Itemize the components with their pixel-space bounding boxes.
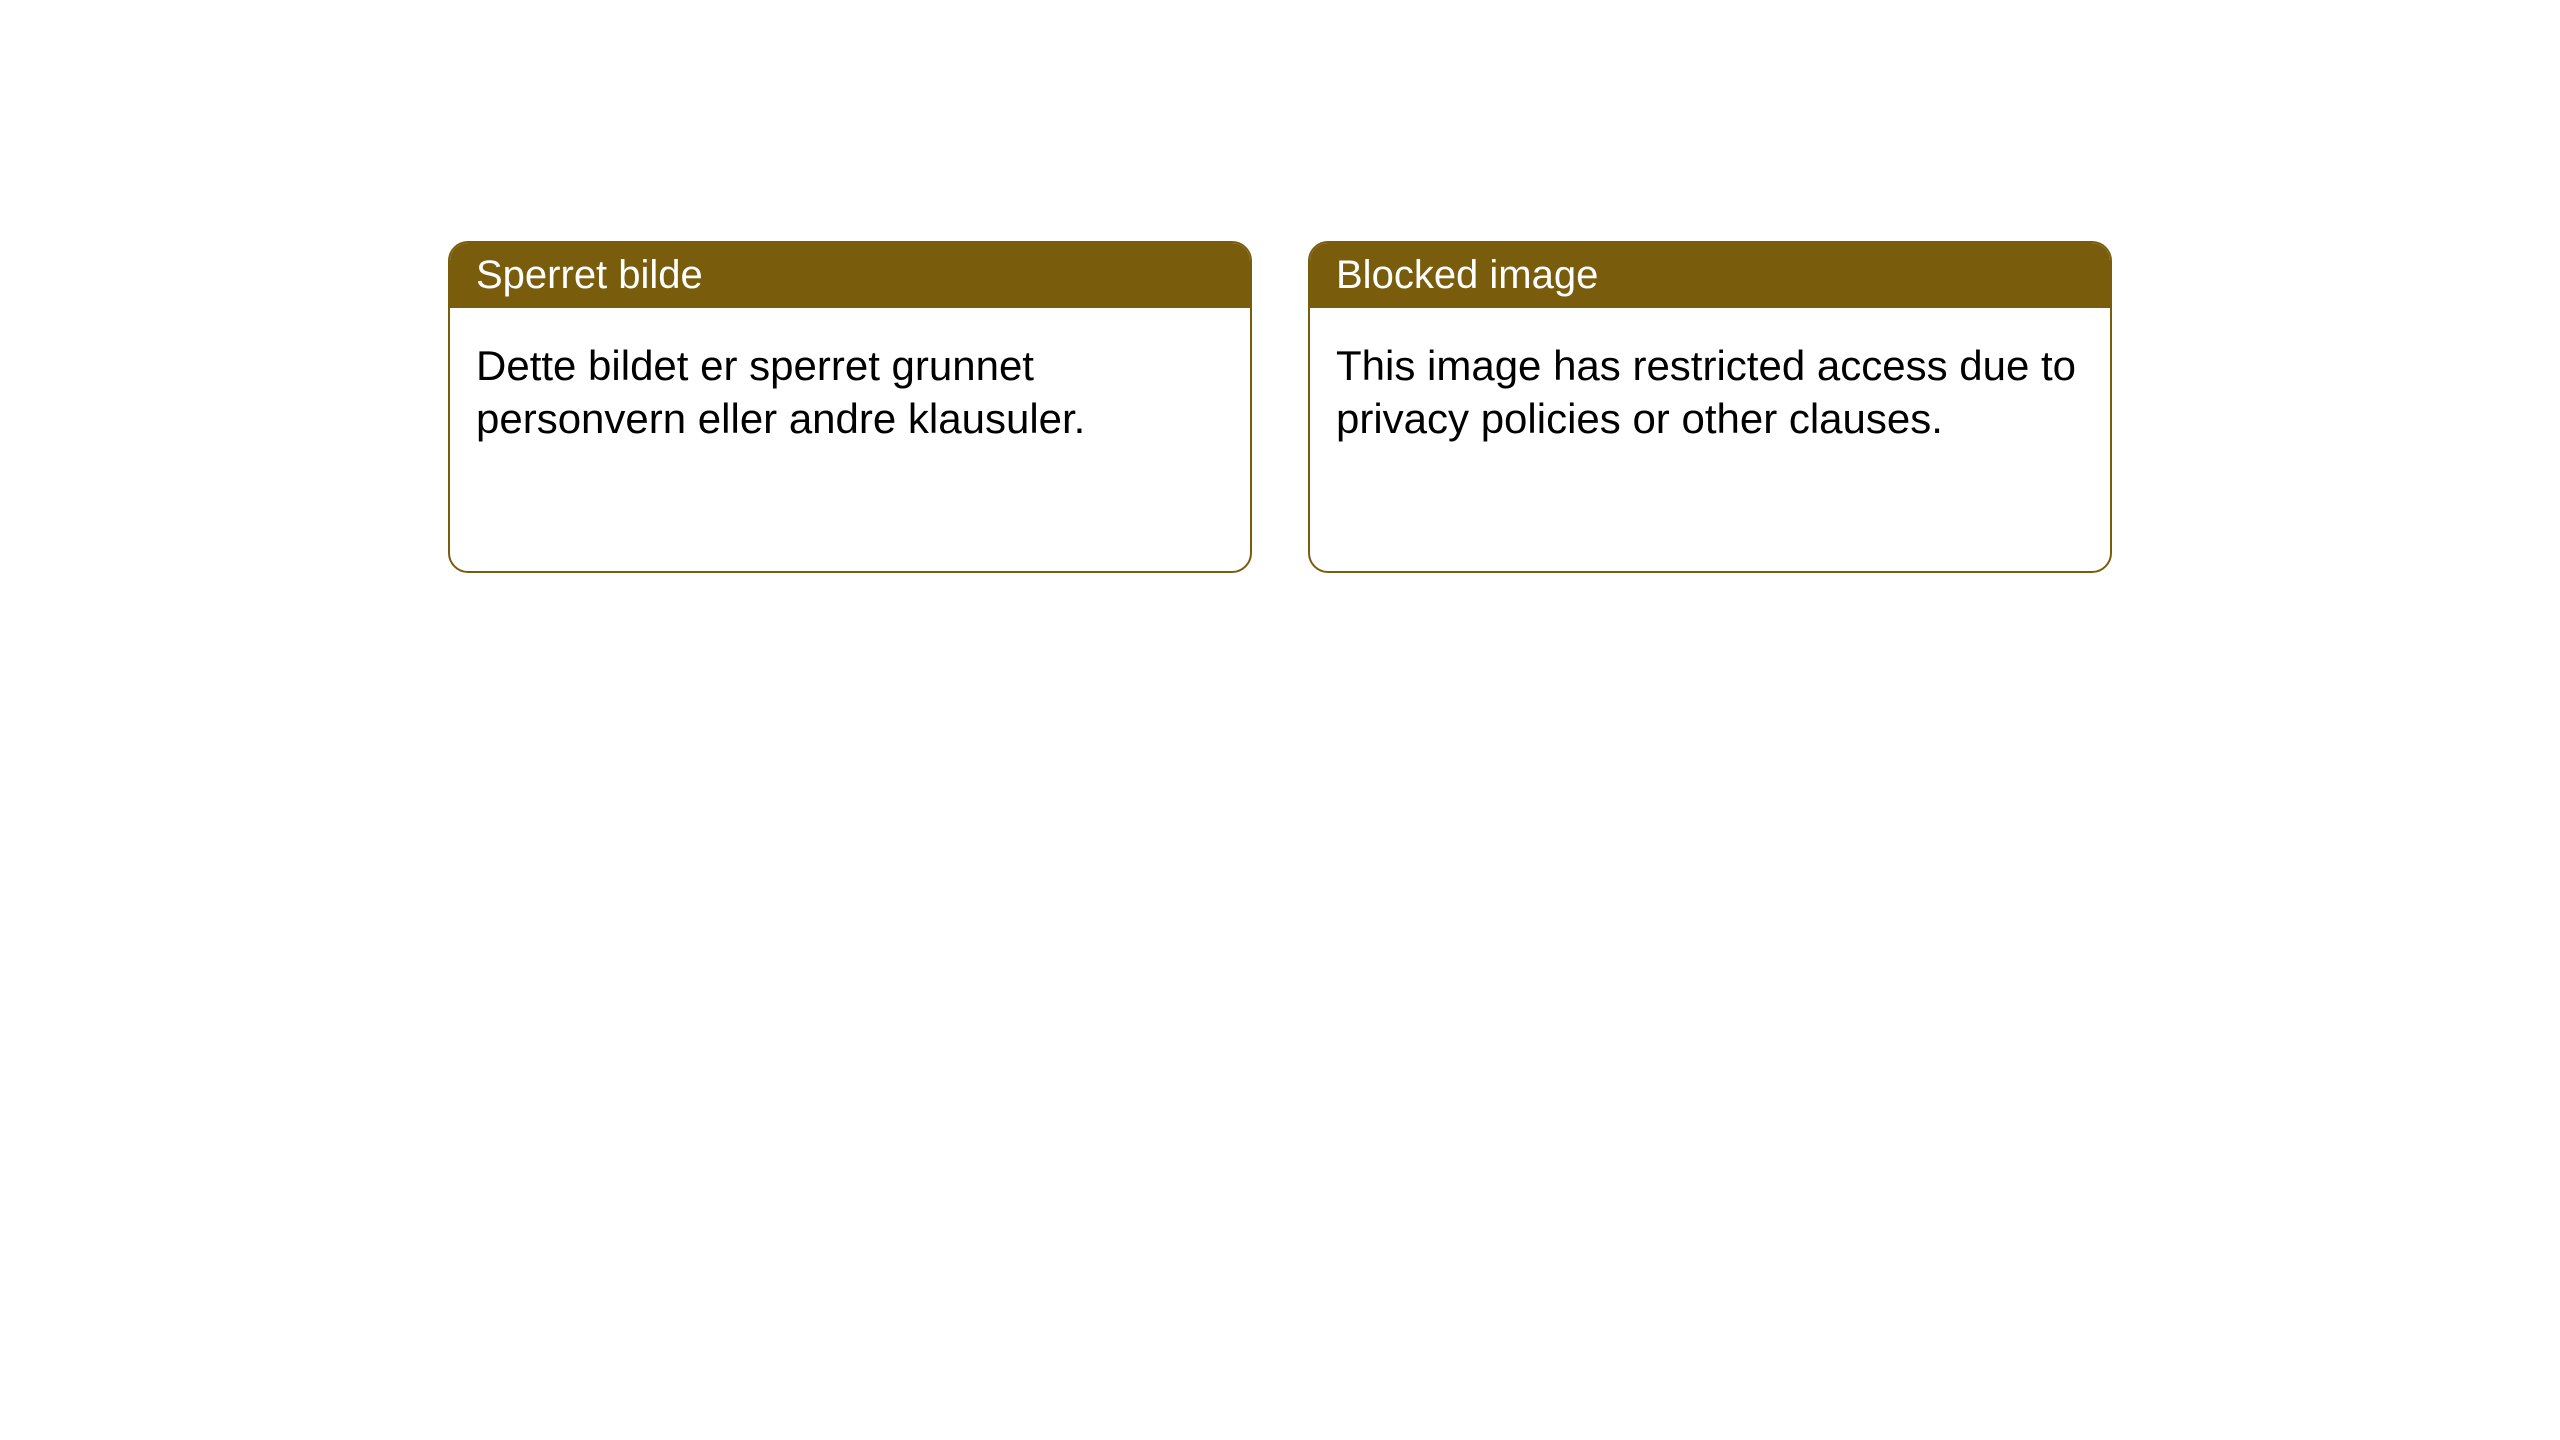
card-header-text: Blocked image <box>1336 253 1598 297</box>
card-body: This image has restricted access due to … <box>1310 308 2110 477</box>
card-body-text: This image has restricted access due to … <box>1336 342 2076 442</box>
card-body: Dette bildet er sperret grunnet personve… <box>450 308 1250 477</box>
card-header-text: Sperret bilde <box>476 253 703 297</box>
notice-cards-container: Sperret bilde Dette bildet er sperret gr… <box>448 241 2112 1440</box>
notice-card-english: Blocked image This image has restricted … <box>1308 241 2112 573</box>
card-header: Blocked image <box>1310 243 2110 308</box>
card-body-text: Dette bildet er sperret grunnet personve… <box>476 342 1085 442</box>
card-header: Sperret bilde <box>450 243 1250 308</box>
notice-card-norwegian: Sperret bilde Dette bildet er sperret gr… <box>448 241 1252 573</box>
